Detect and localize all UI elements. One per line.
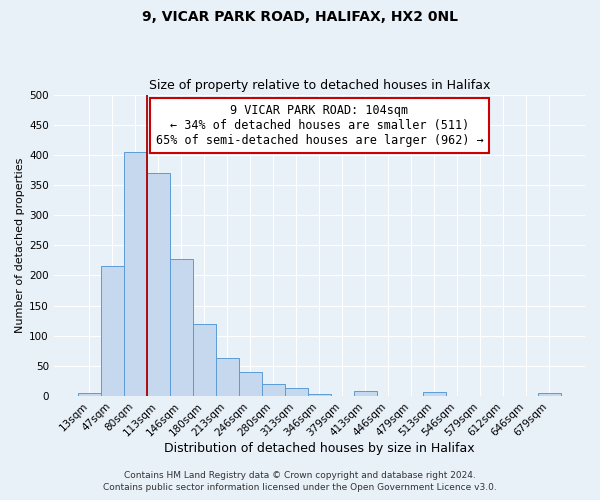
Bar: [285, 388, 308, 396]
Bar: [101, 266, 124, 396]
Bar: [239, 372, 262, 396]
Bar: [538, 393, 561, 396]
Bar: [124, 152, 147, 396]
Bar: [216, 358, 239, 396]
X-axis label: Distribution of detached houses by size in Halifax: Distribution of detached houses by size …: [164, 442, 475, 455]
Bar: [78, 393, 101, 396]
Bar: [354, 392, 377, 396]
Bar: [423, 392, 446, 396]
Y-axis label: Number of detached properties: Number of detached properties: [15, 158, 25, 333]
Bar: [193, 324, 216, 396]
Text: 9 VICAR PARK ROAD: 104sqm
← 34% of detached houses are smaller (511)
65% of semi: 9 VICAR PARK ROAD: 104sqm ← 34% of detac…: [155, 104, 483, 146]
Text: Contains HM Land Registry data © Crown copyright and database right 2024.
Contai: Contains HM Land Registry data © Crown c…: [103, 471, 497, 492]
Text: 9, VICAR PARK ROAD, HALIFAX, HX2 0NL: 9, VICAR PARK ROAD, HALIFAX, HX2 0NL: [142, 10, 458, 24]
Bar: [308, 394, 331, 396]
Bar: [170, 258, 193, 396]
Bar: [147, 173, 170, 396]
Title: Size of property relative to detached houses in Halifax: Size of property relative to detached ho…: [149, 79, 490, 92]
Bar: [262, 384, 285, 396]
